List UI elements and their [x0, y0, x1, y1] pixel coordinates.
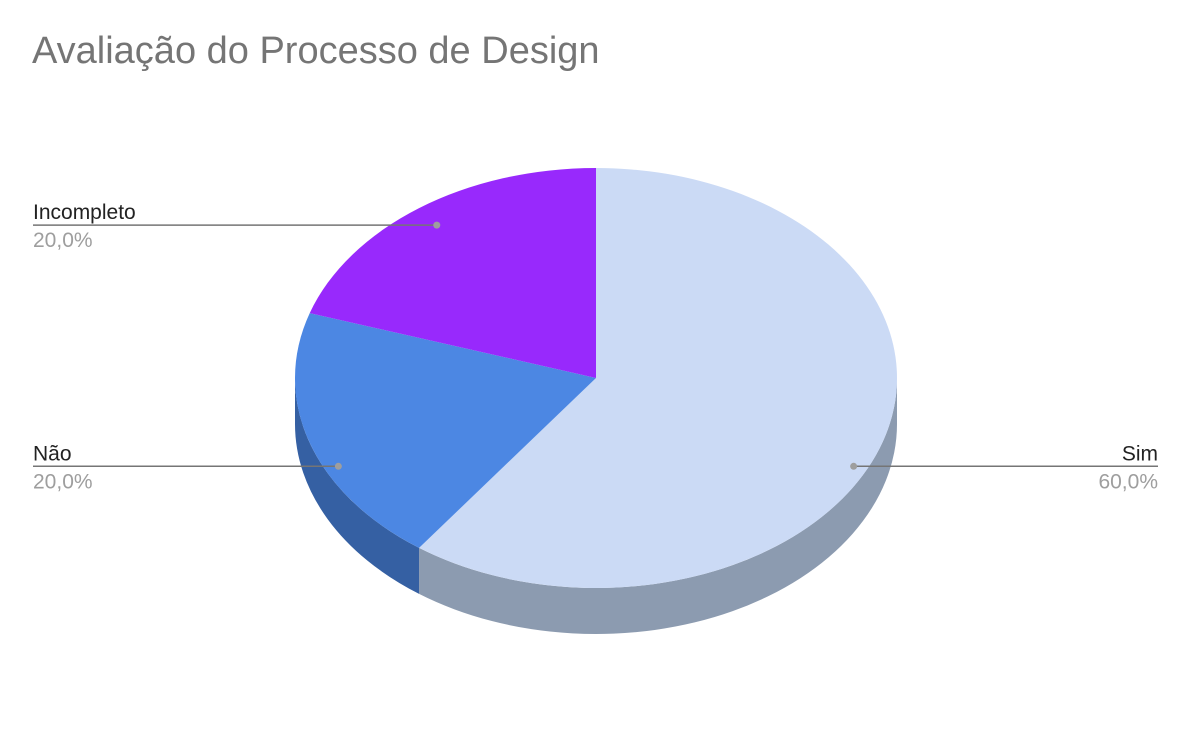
- percent-incompleto: 20,0%: [33, 229, 93, 252]
- pie-sides: [295, 378, 897, 634]
- chart-title: Avaliação do Processo de Design: [32, 30, 600, 72]
- percent-nao: 20,0%: [33, 470, 93, 493]
- pie-slice-sim[interactable]: [419, 168, 897, 588]
- pie-side-sim: [419, 378, 897, 634]
- pie-slices: [295, 168, 897, 588]
- pie-side-nao: [295, 378, 420, 594]
- pie-labels: Sim 60,0% Não 20,0% Incompleto 20,0%: [33, 201, 1158, 493]
- label-incompleto: Incompleto: [33, 201, 136, 224]
- leader-dot-incompleto: [433, 221, 441, 229]
- pie-slice-incompleto[interactable]: [309, 168, 596, 378]
- leader-dot-sim: [850, 462, 858, 470]
- label-nao: Não: [33, 442, 72, 465]
- pie-slice-nao[interactable]: [295, 313, 596, 548]
- leader-dot-nao: [334, 462, 342, 470]
- label-sim: Sim: [1122, 442, 1158, 465]
- percent-sim: 60,0%: [1098, 470, 1158, 493]
